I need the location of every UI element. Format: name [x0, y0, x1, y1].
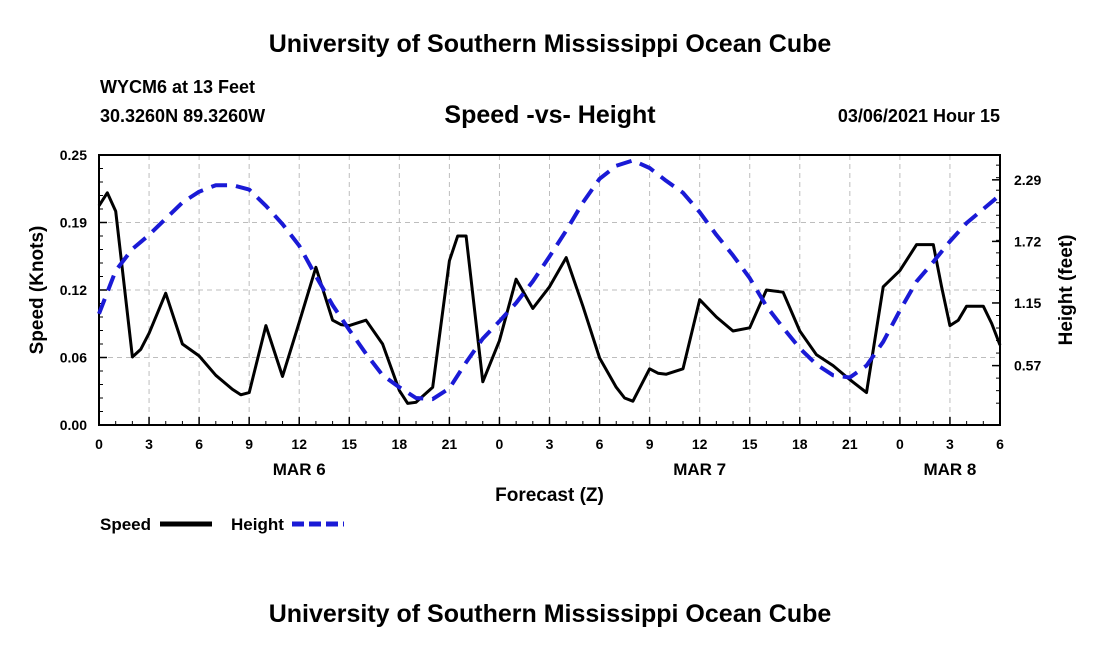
y-tick-label: 0.25: [60, 147, 87, 163]
x-tick-label: 9: [245, 436, 253, 452]
x-tick-label: 18: [792, 436, 808, 452]
x-tick-label: 15: [341, 436, 357, 452]
legend-height-label: Height: [231, 515, 284, 534]
day-label: MAR 6: [273, 460, 326, 479]
y-tick-label: 0.00: [60, 417, 87, 433]
x-tick-label: 12: [291, 436, 307, 452]
x-tick-label: 0: [496, 436, 504, 452]
station-coordinates: 30.3260N 89.3260W: [100, 106, 266, 126]
x-tick-label: 3: [946, 436, 954, 452]
x-tick-label: 15: [742, 436, 758, 452]
x-tick-label: 18: [392, 436, 408, 452]
station-label: WYCM6 at 13 Feet: [100, 77, 256, 97]
y-tick-label: 0.12: [60, 282, 87, 298]
legend-speed-label: Speed: [100, 515, 151, 534]
x-tick-label: 3: [546, 436, 554, 452]
x-tick-label: 0: [896, 436, 904, 452]
x-tick-label: 9: [646, 436, 654, 452]
y2-tick-label: 2.29: [1014, 172, 1041, 188]
plot-frame: [98, 154, 1001, 426]
x-tick-label: 6: [996, 436, 1004, 452]
y-axis-title: Speed (Knots): [27, 226, 48, 355]
x-tick-label: 3: [145, 436, 153, 452]
x-tick-label: 6: [195, 436, 203, 452]
speed-series-line: [97, 191, 1002, 405]
day-label: MAR 7: [673, 460, 726, 479]
y2-tick-label: 1.72: [1014, 233, 1041, 249]
y-tick-label: 0.19: [60, 215, 87, 231]
chart-top-title: University of Southern Mississippi Ocean…: [268, 30, 832, 58]
x-tick-label: 12: [692, 436, 708, 452]
x-tick-label: 0: [95, 436, 103, 452]
y2-axis-title: Height (feet): [1056, 235, 1077, 346]
day-label: MAR 8: [923, 460, 976, 479]
x-axis-title: Forecast (Z): [495, 485, 604, 506]
chart-bottom-title: University of Southern Mississippi Ocean…: [268, 600, 832, 628]
x-tick-label: 6: [596, 436, 604, 452]
height-series-line: [97, 158, 1002, 402]
y2-tick-label: 0.57: [1014, 358, 1041, 374]
y2-tick-label: 1.15: [1014, 295, 1041, 311]
chart-subtitle: Speed -vs- Height: [444, 101, 656, 129]
forecast-datestamp: 03/06/2021 Hour 15: [837, 106, 1000, 126]
y-tick-label: 0.06: [60, 350, 87, 366]
x-tick-label: 21: [842, 436, 858, 452]
x-tick-label: 21: [442, 436, 458, 452]
